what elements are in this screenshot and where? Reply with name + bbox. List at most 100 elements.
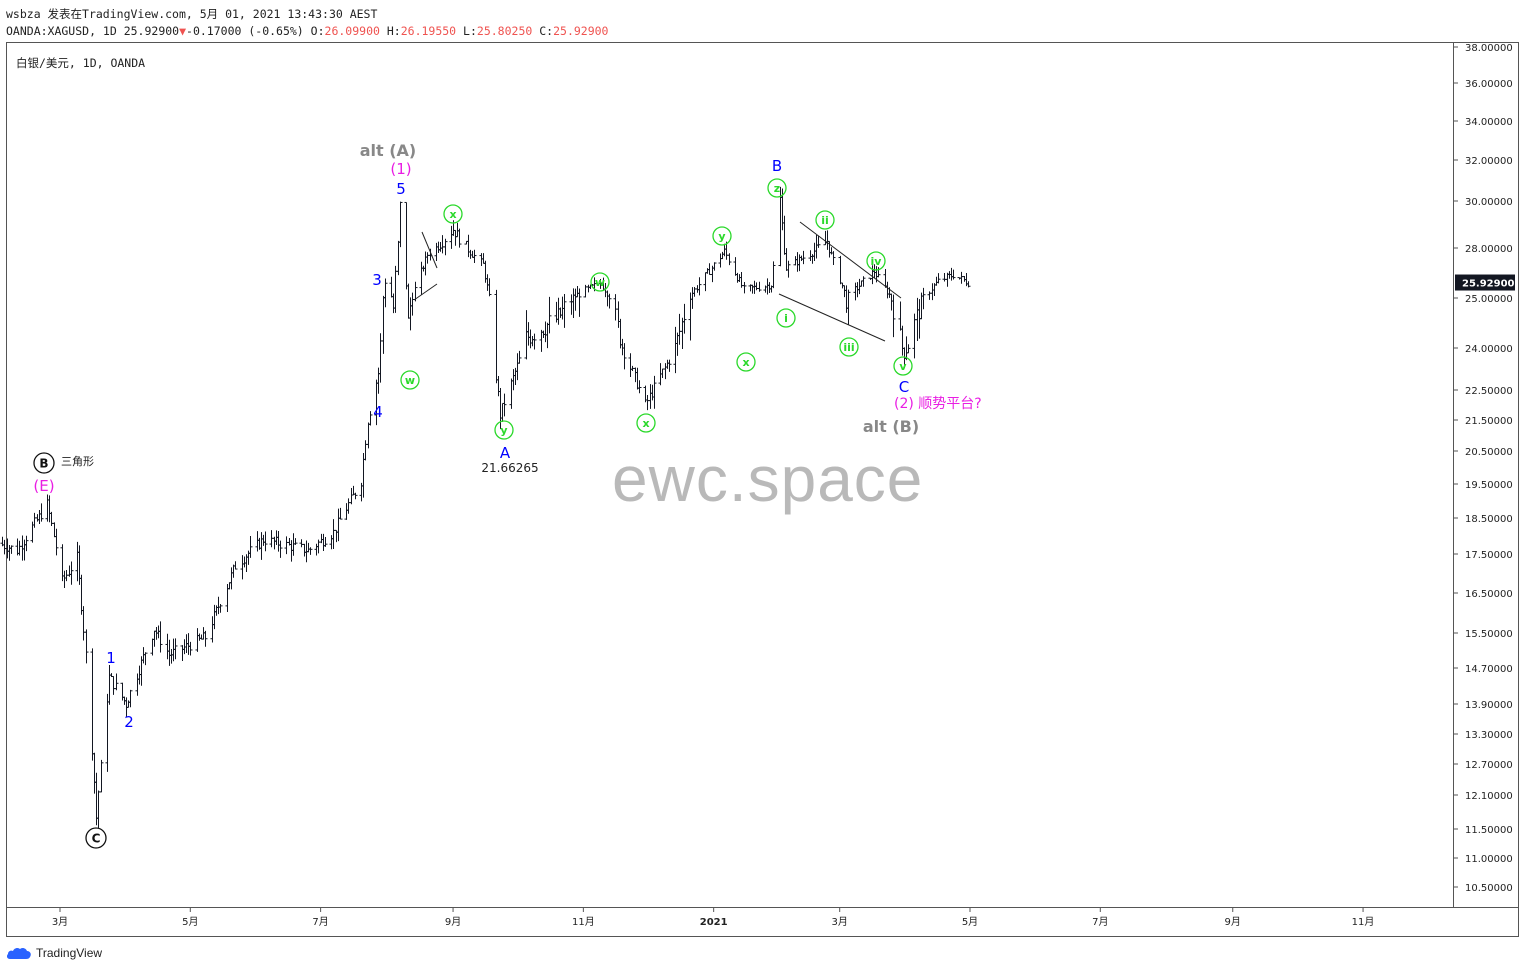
price-tick-label: 11.00000 (1465, 854, 1513, 865)
wave-label: alt (A) (360, 141, 417, 160)
tradingview-cloud-icon (6, 947, 31, 959)
wave-label: (1) (390, 160, 411, 178)
price-tick-label: 12.10000 (1465, 791, 1513, 802)
wave-label-green: z (774, 182, 780, 195)
wave-label-green: v (899, 360, 907, 373)
time-tick-label: 7月 (312, 916, 328, 928)
price-tick-label: 21.50000 (1465, 416, 1513, 427)
price-tick-label: 18.50000 (1465, 514, 1513, 525)
low-value: 25.80250 (476, 24, 533, 38)
price-tick-label: 24.00000 (1465, 344, 1513, 355)
wave-circle (400, 370, 420, 390)
time-tick-label: 5月 (962, 916, 978, 928)
time-tick-label: 9月 (445, 916, 461, 928)
wave-label: 2 (124, 713, 134, 731)
wave-circle (636, 413, 656, 433)
price-tick-label: 22.50000 (1465, 386, 1513, 397)
wave-circle (839, 337, 859, 357)
price-tick-label: 17.50000 (1465, 550, 1513, 561)
wave-label: (E) (33, 477, 54, 495)
wave-label-green: w (595, 276, 605, 289)
tradingview-logo[interactable]: TradingView (6, 946, 102, 960)
wave-label-green: iv (871, 255, 883, 268)
wedge-line-lower (778, 293, 886, 342)
symbol-label: 白银/美元, 1D, OANDA (16, 56, 146, 70)
wave-label: 5 (396, 180, 406, 198)
publish-info: wsbza 发表在TradingView.com, 5月 01, 2021 13… (6, 7, 378, 21)
low-price-label: 21.66265 (481, 461, 538, 475)
wave-label: C (899, 378, 909, 396)
wave-label-green: x (449, 208, 456, 221)
time-tick-label: 3月 (832, 916, 848, 928)
wave-circle (590, 272, 610, 292)
wave-circle (866, 251, 886, 271)
high-value: 26.19550 (400, 24, 457, 38)
time-tick-label: 11月 (572, 916, 595, 928)
time-axis[interactable] (6, 907, 1519, 937)
wave-label-green: i (784, 312, 788, 325)
wave-circle (893, 356, 913, 376)
wave-label-green: y (718, 230, 725, 243)
price-tick-label: 34.00000 (1465, 117, 1513, 128)
watermark: ewc.space (612, 443, 924, 515)
price-tick-label: 38.00000 (1465, 43, 1513, 54)
ohlc-legend: OANDA:XAGUSD, 1D 25.92900▼-0.17000 (-0.6… (6, 24, 608, 38)
wave-circle (815, 210, 835, 230)
wave-label: 4 (373, 403, 383, 421)
wave-label: B (772, 157, 782, 175)
price-tick-label: 19.50000 (1465, 480, 1513, 491)
price-tick-label: 15.50000 (1465, 629, 1513, 640)
price-tick-label: 14.70000 (1465, 664, 1513, 675)
wave-label-circled-c: C (92, 831, 101, 845)
wave-circle (776, 308, 796, 328)
wave-label-green: ii (821, 214, 829, 227)
price-tick-label: 32.00000 (1465, 156, 1513, 167)
wave-label: 3 (372, 271, 382, 289)
open-label: O: (310, 24, 325, 38)
wave-circle (712, 226, 732, 246)
price-tick-label: 36.00000 (1465, 79, 1513, 90)
plot-area[interactable] (6, 42, 1454, 908)
last-price-label: 25.92900 (1462, 279, 1515, 290)
price-change: -0.17000 (-0.65%) (186, 24, 304, 38)
triangle-line-lower (413, 283, 438, 301)
wave-label: A (500, 444, 511, 462)
price-tick-label: 30.00000 (1465, 197, 1513, 208)
wave-circle (494, 420, 514, 440)
close-value: 25.92900 (553, 24, 609, 38)
price-tick-label: 20.50000 (1465, 447, 1513, 458)
wave-label-green: x (742, 356, 749, 369)
low-label: L: (463, 24, 477, 38)
time-tick-label: 3月 (52, 916, 68, 928)
wave-label-green: x (642, 417, 649, 430)
last-price-tag (1455, 274, 1515, 291)
wave-label-circled-b: B (39, 456, 48, 470)
symbol-info: OANDA:XAGUSD, 1D 25.92900 (6, 24, 180, 38)
wedge-line-upper (799, 221, 902, 299)
time-tick-label: 7月 (1092, 916, 1108, 928)
wave-label-circled-b-circle (33, 452, 55, 474)
open-value: 26.09900 (324, 24, 380, 38)
price-axis[interactable] (1453, 42, 1519, 908)
triangle-line-upper (421, 231, 438, 269)
price-tick-label: 13.90000 (1465, 700, 1513, 711)
price-tick-label: 10.50000 (1465, 883, 1513, 894)
wave-label-green: w (405, 374, 415, 387)
wave-label: alt (B) (863, 417, 919, 436)
wave-label-green: y (500, 424, 507, 437)
close-label: C: (539, 24, 554, 38)
wave-label-triangle: 三角形 (61, 455, 94, 468)
time-tick-label: 9月 (1225, 916, 1241, 928)
wave-label: 1 (106, 649, 116, 667)
price-tick-label: 12.70000 (1465, 760, 1513, 771)
price-tick-label: 28.00000 (1465, 244, 1513, 255)
wave-circle (443, 204, 463, 224)
price-tick-label: 13.30000 (1465, 730, 1513, 741)
wave-label-green: iii (843, 341, 854, 354)
time-tick-label: 11月 (1352, 916, 1375, 928)
wave-label: (2) 顺势平台? (894, 396, 982, 412)
tradingview-brand: TradingView (36, 946, 103, 960)
time-tick-label: 2021 (700, 917, 728, 928)
price-tick-label: 25.00000 (1465, 294, 1513, 305)
